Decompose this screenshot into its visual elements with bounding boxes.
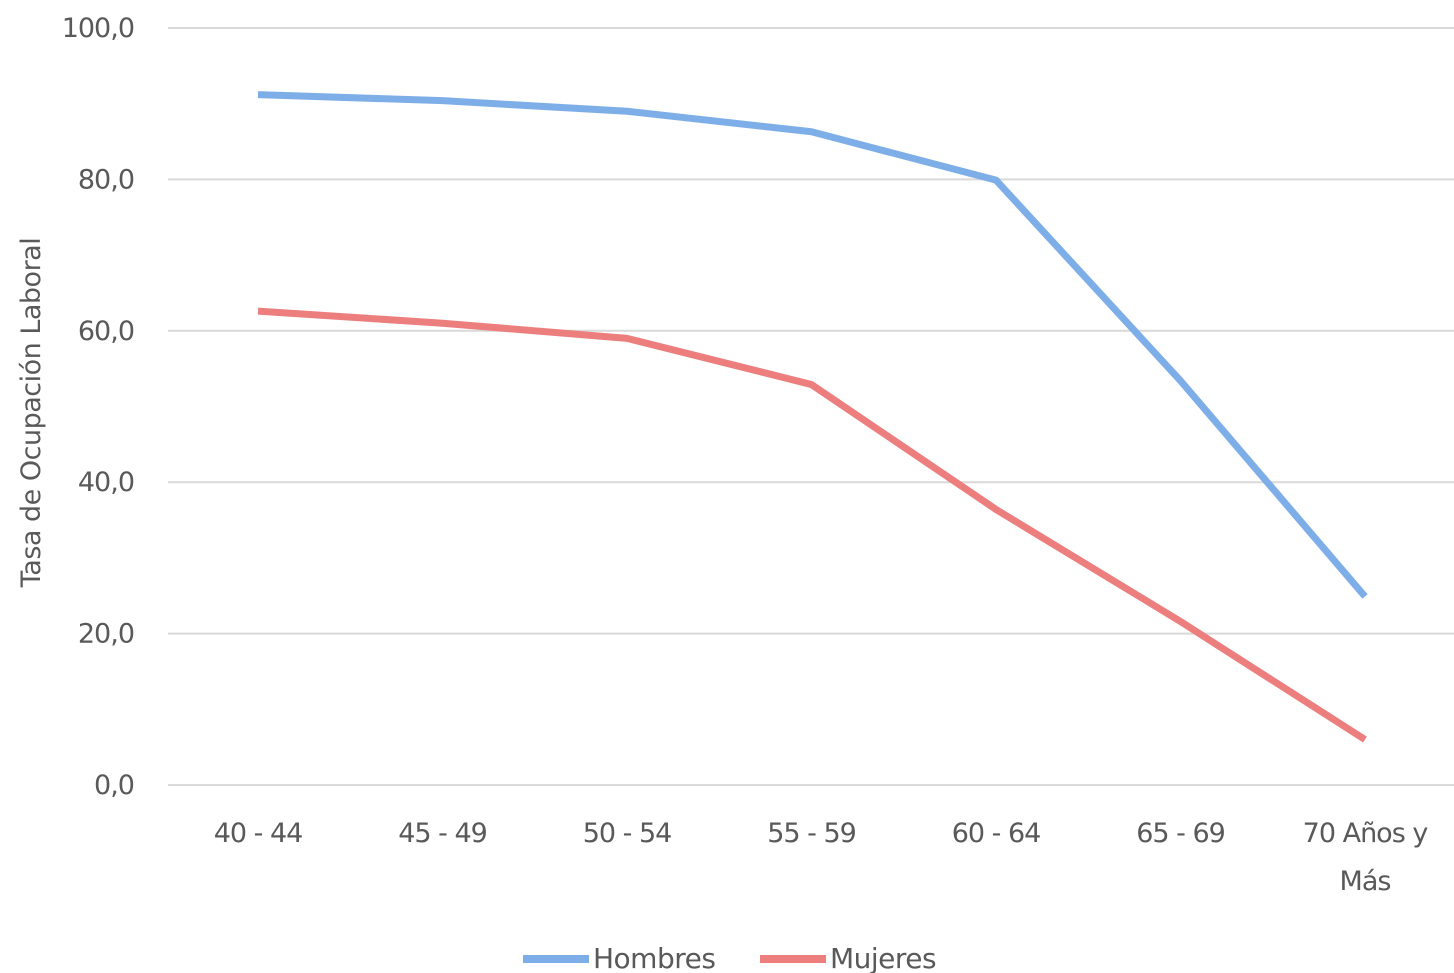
x-tick-label: 70 Años y <box>1303 818 1429 849</box>
x-axis-tick-labels: 40 - 44 45 - 49 50 - 54 55 - 59 60 - 64 65 - … <box>214 818 1430 897</box>
y-axis-title-group: Tasa de Ocupación Laboral <box>16 238 47 588</box>
gridlines <box>168 27 1454 786</box>
x-tick-label: Más <box>1340 866 1391 897</box>
series-lines <box>257 91 1368 743</box>
x-tick-label: 65 - 69 <box>1136 818 1225 849</box>
x-tick-label: 45 - 49 <box>398 818 487 849</box>
y-tick-label: 20,0 <box>78 619 134 650</box>
y-tick-label: 60,0 <box>78 316 134 347</box>
x-tick-label: 40 - 44 <box>214 818 303 849</box>
x-tick-label: 60 - 64 <box>952 818 1041 849</box>
y-axis-title: Tasa de Ocupación Laboral <box>16 238 47 588</box>
y-tick-label: 80,0 <box>78 164 134 195</box>
x-tick-label: 55 - 59 <box>767 818 856 849</box>
x-tick-label: 50 - 54 <box>583 818 672 849</box>
series-line-mujeres <box>257 307 1367 743</box>
legend-label-hombres: Hombres <box>593 942 715 973</box>
y-tick-label: 100,0 <box>62 13 134 44</box>
y-tick-label: 40,0 <box>78 467 134 498</box>
legend-label-mujeres: Mujeres <box>830 942 936 973</box>
y-axis-tick-labels: 0,0 20,0 40,0 60,0 80,0 100,0 <box>62 13 135 801</box>
legend: Hombres Mujeres <box>523 942 937 973</box>
series-line-hombres <box>257 91 1368 599</box>
y-tick-label: 0,0 <box>94 770 134 801</box>
